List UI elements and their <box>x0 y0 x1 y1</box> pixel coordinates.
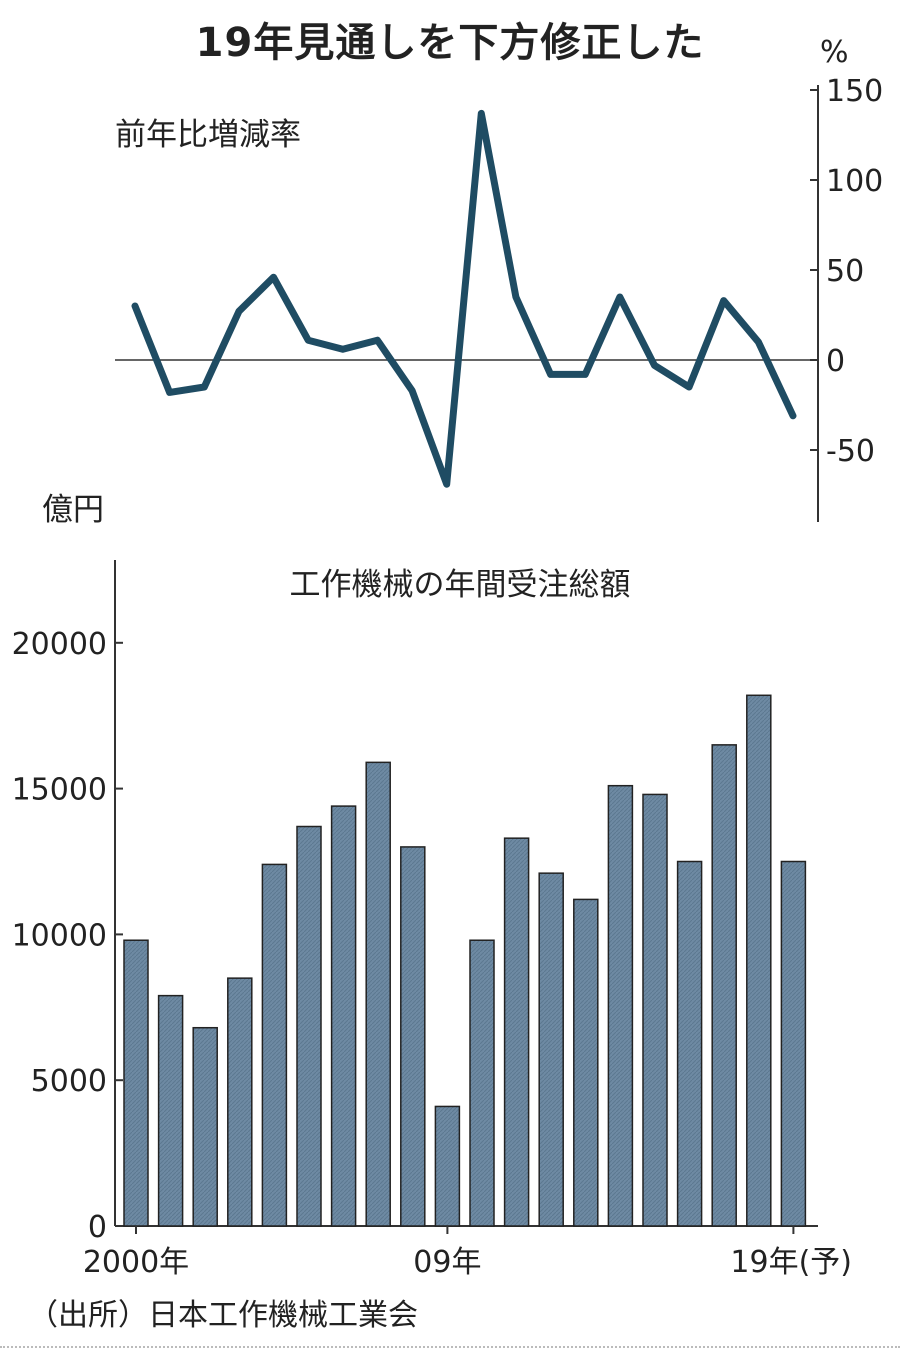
bar <box>642 793 668 1227</box>
bar <box>503 837 530 1227</box>
bar <box>192 1026 218 1227</box>
bar <box>676 860 703 1227</box>
bar-x-tick-label: 2000年 <box>83 1245 189 1280</box>
bar <box>469 939 495 1227</box>
bar <box>538 872 564 1227</box>
bar <box>746 694 772 1227</box>
bar-y-unit-label: 億円 <box>42 492 104 528</box>
bar-y-tick-label: 0 <box>88 1210 107 1245</box>
bar <box>227 977 253 1227</box>
bar <box>123 939 149 1227</box>
line-y-unit-label: % <box>820 35 849 70</box>
line-y-tick-label: 100 <box>826 164 883 199</box>
source-note: （出所）日本工作機械工業会 <box>28 1298 418 1333</box>
bar-chart-title: 工作機械の年間受注総額 <box>290 567 631 603</box>
bar-y-tick-label: 20000 <box>12 627 107 662</box>
bottom-divider <box>0 1346 900 1348</box>
line-y-tick-label: 50 <box>826 254 864 289</box>
line-series <box>131 109 797 488</box>
line-chart-title: 前年比増減率 <box>115 117 301 153</box>
bar-y-tick-label: 15000 <box>12 773 107 808</box>
bar <box>296 825 322 1227</box>
bar-x-tick-label: 19年(予) <box>730 1245 852 1280</box>
bar <box>400 846 426 1227</box>
bar-y-tick-label: 10000 <box>12 918 107 953</box>
bar <box>711 744 737 1227</box>
bar <box>157 994 184 1227</box>
bar <box>261 863 288 1227</box>
bar <box>330 805 357 1227</box>
line-y-tick-label: 0 <box>826 344 845 379</box>
bar <box>573 898 599 1227</box>
line-y-tick-label: 150 <box>826 74 883 109</box>
bar <box>780 860 807 1227</box>
bar-x-tick-label: 09年 <box>413 1245 481 1280</box>
chart-title: 19年見通しを下方修正した <box>195 20 705 66</box>
bar <box>365 761 391 1227</box>
bar <box>607 784 634 1227</box>
line-y-tick-label: -50 <box>826 434 875 469</box>
bar <box>434 1105 461 1227</box>
bar-y-tick-label: 5000 <box>31 1064 107 1099</box>
